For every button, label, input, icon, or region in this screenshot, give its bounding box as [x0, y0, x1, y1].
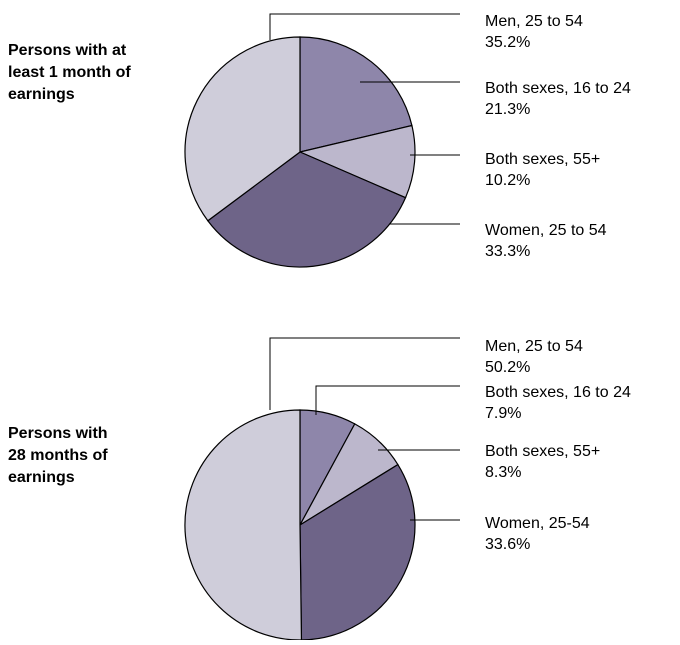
- chart-title-line: earnings: [8, 86, 75, 103]
- slice-value-label: 33.6%: [485, 536, 530, 553]
- slice-value-label: 8.3%: [485, 464, 521, 481]
- pie-slice: [299, 36, 413, 153]
- leader-line: [269, 13, 460, 40]
- slice-value-label: 35.2%: [485, 34, 530, 51]
- slice-value-label: 21.3%: [485, 101, 530, 118]
- pie-slice: [299, 463, 416, 641]
- slice-label: Men, 25 to 54: [485, 13, 583, 30]
- slice-value-label: 50.2%: [485, 359, 530, 376]
- slice-label: Both sexes, 16 to 24: [485, 384, 631, 401]
- leader-line: [315, 385, 460, 415]
- pie-chart-2: Persons with 28 months of earnings Men, 25 …: [8, 337, 631, 641]
- pie-chart-1: Persons with at least 1 month of earnings M…: [8, 13, 631, 268]
- pie-slice: [298, 124, 416, 199]
- slice-value-label: 10.2%: [485, 172, 530, 189]
- slice-value-label: 7.9%: [485, 405, 521, 422]
- slice-label: Both sexes, 55+: [485, 151, 600, 168]
- slice-label: Men, 25 to 54: [485, 338, 583, 355]
- slice-value-label: 33.3%: [485, 243, 530, 260]
- chart-title-line: Persons with at: [8, 42, 127, 59]
- chart-title-line: 28 months of: [8, 447, 108, 464]
- chart-title-line: least 1 month of: [8, 64, 131, 81]
- slice-label: Women, 25-54: [485, 515, 590, 532]
- leader-line: [269, 337, 460, 410]
- chart-title-line: earnings: [8, 469, 75, 486]
- chart-title-line: Persons with: [8, 425, 108, 442]
- pie-slice: [184, 409, 303, 641]
- slice-label: Women, 25 to 54: [485, 222, 607, 239]
- pie-slice: [184, 36, 301, 222]
- slice-label: Both sexes, 55+: [485, 443, 600, 460]
- pie-slice: [206, 151, 407, 268]
- slice-label: Both sexes, 16 to 24: [485, 80, 631, 97]
